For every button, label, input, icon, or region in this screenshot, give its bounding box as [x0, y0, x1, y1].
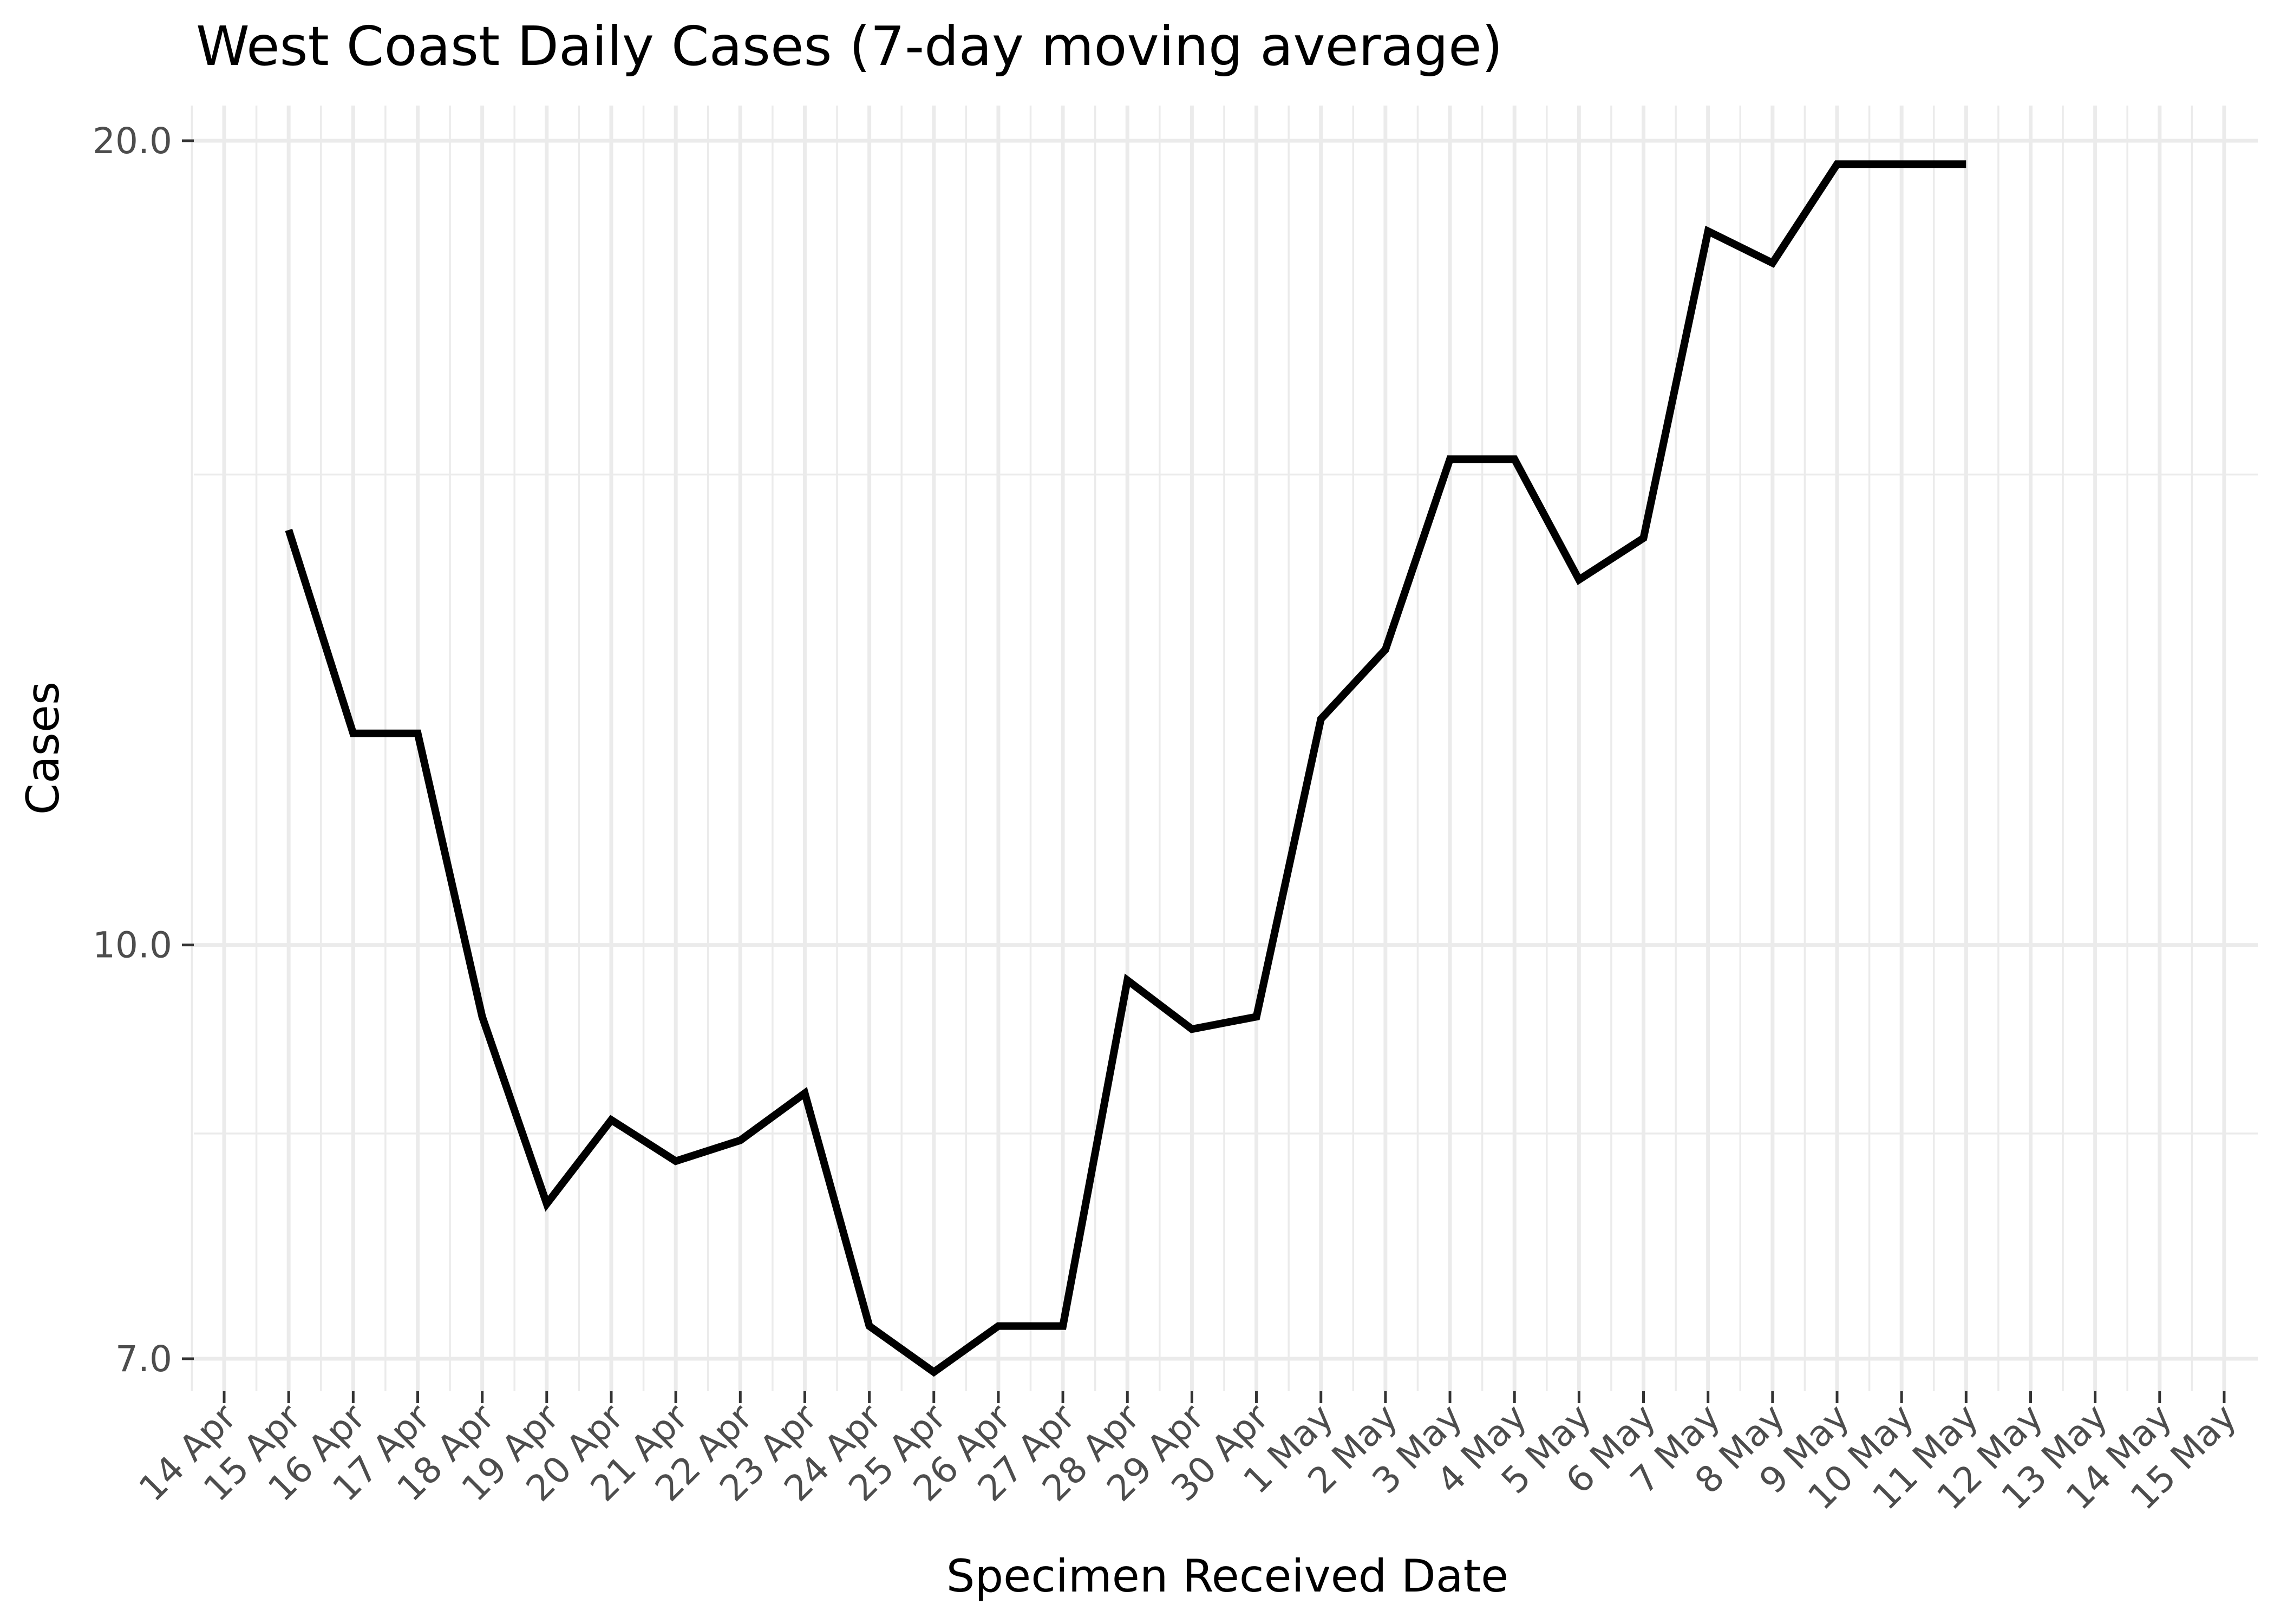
y-tick-label: 7.0 — [115, 1338, 172, 1380]
y-tick-label: 20.0 — [93, 120, 172, 162]
series-line — [285, 160, 1966, 1377]
chart-title: West Coast Daily Cases (7-day moving ave… — [196, 15, 1502, 78]
y-axis-title: Cases — [17, 682, 69, 815]
grid-layer — [191, 106, 2258, 1391]
y-tick-label: 10.0 — [93, 925, 172, 966]
x-axis-title: Specimen Received Date — [946, 1550, 1508, 1602]
y-axis: 7.0 10.0 20.0 — [93, 120, 194, 1380]
series-layer — [285, 160, 1966, 1377]
